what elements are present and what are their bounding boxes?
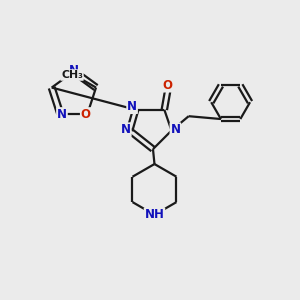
- Text: N: N: [69, 64, 79, 77]
- Text: O: O: [81, 108, 91, 121]
- Text: CH₃: CH₃: [61, 70, 83, 80]
- Text: NH: NH: [145, 208, 164, 221]
- Text: N: N: [57, 108, 67, 121]
- Text: N: N: [170, 123, 180, 136]
- Text: O: O: [163, 79, 173, 92]
- Text: N: N: [121, 123, 131, 136]
- Text: N: N: [127, 100, 137, 113]
